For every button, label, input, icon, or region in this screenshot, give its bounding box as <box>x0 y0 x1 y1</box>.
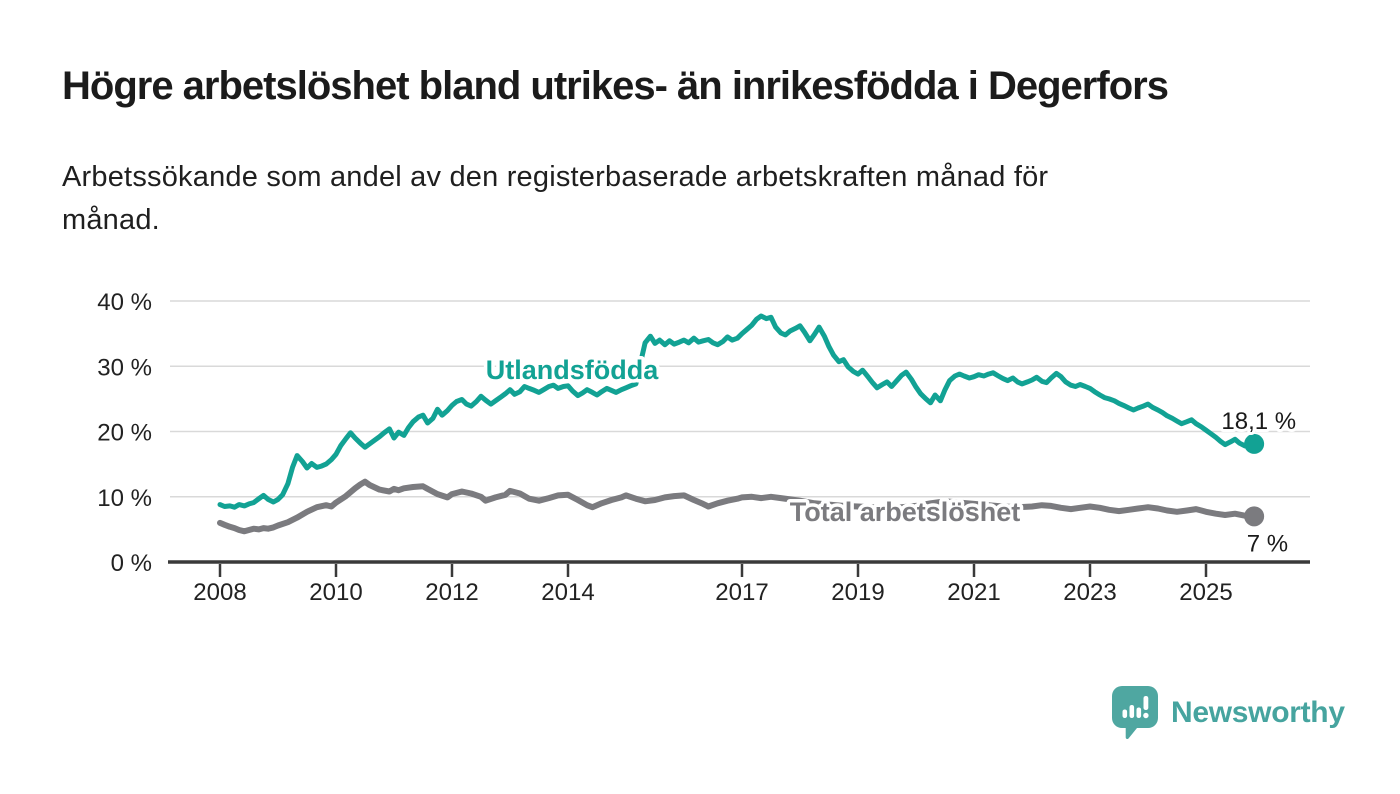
chart-subtitle: Arbetssökande som andel av den registerb… <box>62 156 1282 242</box>
series-end-dot-utlandsfodda <box>1244 433 1265 454</box>
x-tick-label-2023: 2023 <box>1063 579 1116 606</box>
series-line-total <box>217 478 1258 535</box>
series-label-utlandsfodda: Utlandsfödda <box>486 355 659 385</box>
y-tick-label-30: 30 % <box>97 354 152 381</box>
x-tick-label-2012: 2012 <box>425 579 478 606</box>
chart-subtitle-line-1: Arbetssökande som andel av den registerb… <box>62 161 1049 193</box>
y-tick-label-10: 10 % <box>97 485 152 512</box>
x-tick-label-2025: 2025 <box>1179 579 1232 606</box>
y-tick-label-0: 0 % <box>111 550 152 577</box>
x-tick-label-2017: 2017 <box>715 579 768 606</box>
x-tick-label-2014: 2014 <box>541 579 594 606</box>
y-tick-label-20: 20 % <box>97 420 152 447</box>
y-tick-label-40: 40 % <box>97 289 152 316</box>
newsworthy-logo-icon <box>1112 686 1158 739</box>
chart-title: Högre arbetslöshet bland utrikes- än inr… <box>62 64 1169 108</box>
series-end-dot-total <box>1244 506 1265 527</box>
newsworthy-logo: Newsworthy <box>1112 686 1345 739</box>
x-tick-label-2010: 2010 <box>309 579 362 606</box>
series-line-utlandsfodda <box>217 313 1257 510</box>
newsworthy-logo-text: Newsworthy <box>1171 695 1345 729</box>
chart-subtitle-line-2: månad. <box>62 204 160 236</box>
x-tick-label-2021: 2021 <box>947 579 1000 606</box>
x-tick-label-2019: 2019 <box>831 579 884 606</box>
x-tick-label-2008: 2008 <box>193 579 246 606</box>
series-end-label-total: 7 % <box>1247 530 1288 557</box>
series-end-label-utlandsfodda: 18,1 % <box>1221 408 1296 435</box>
series-label-total: Total arbetslöshet <box>790 497 1021 527</box>
